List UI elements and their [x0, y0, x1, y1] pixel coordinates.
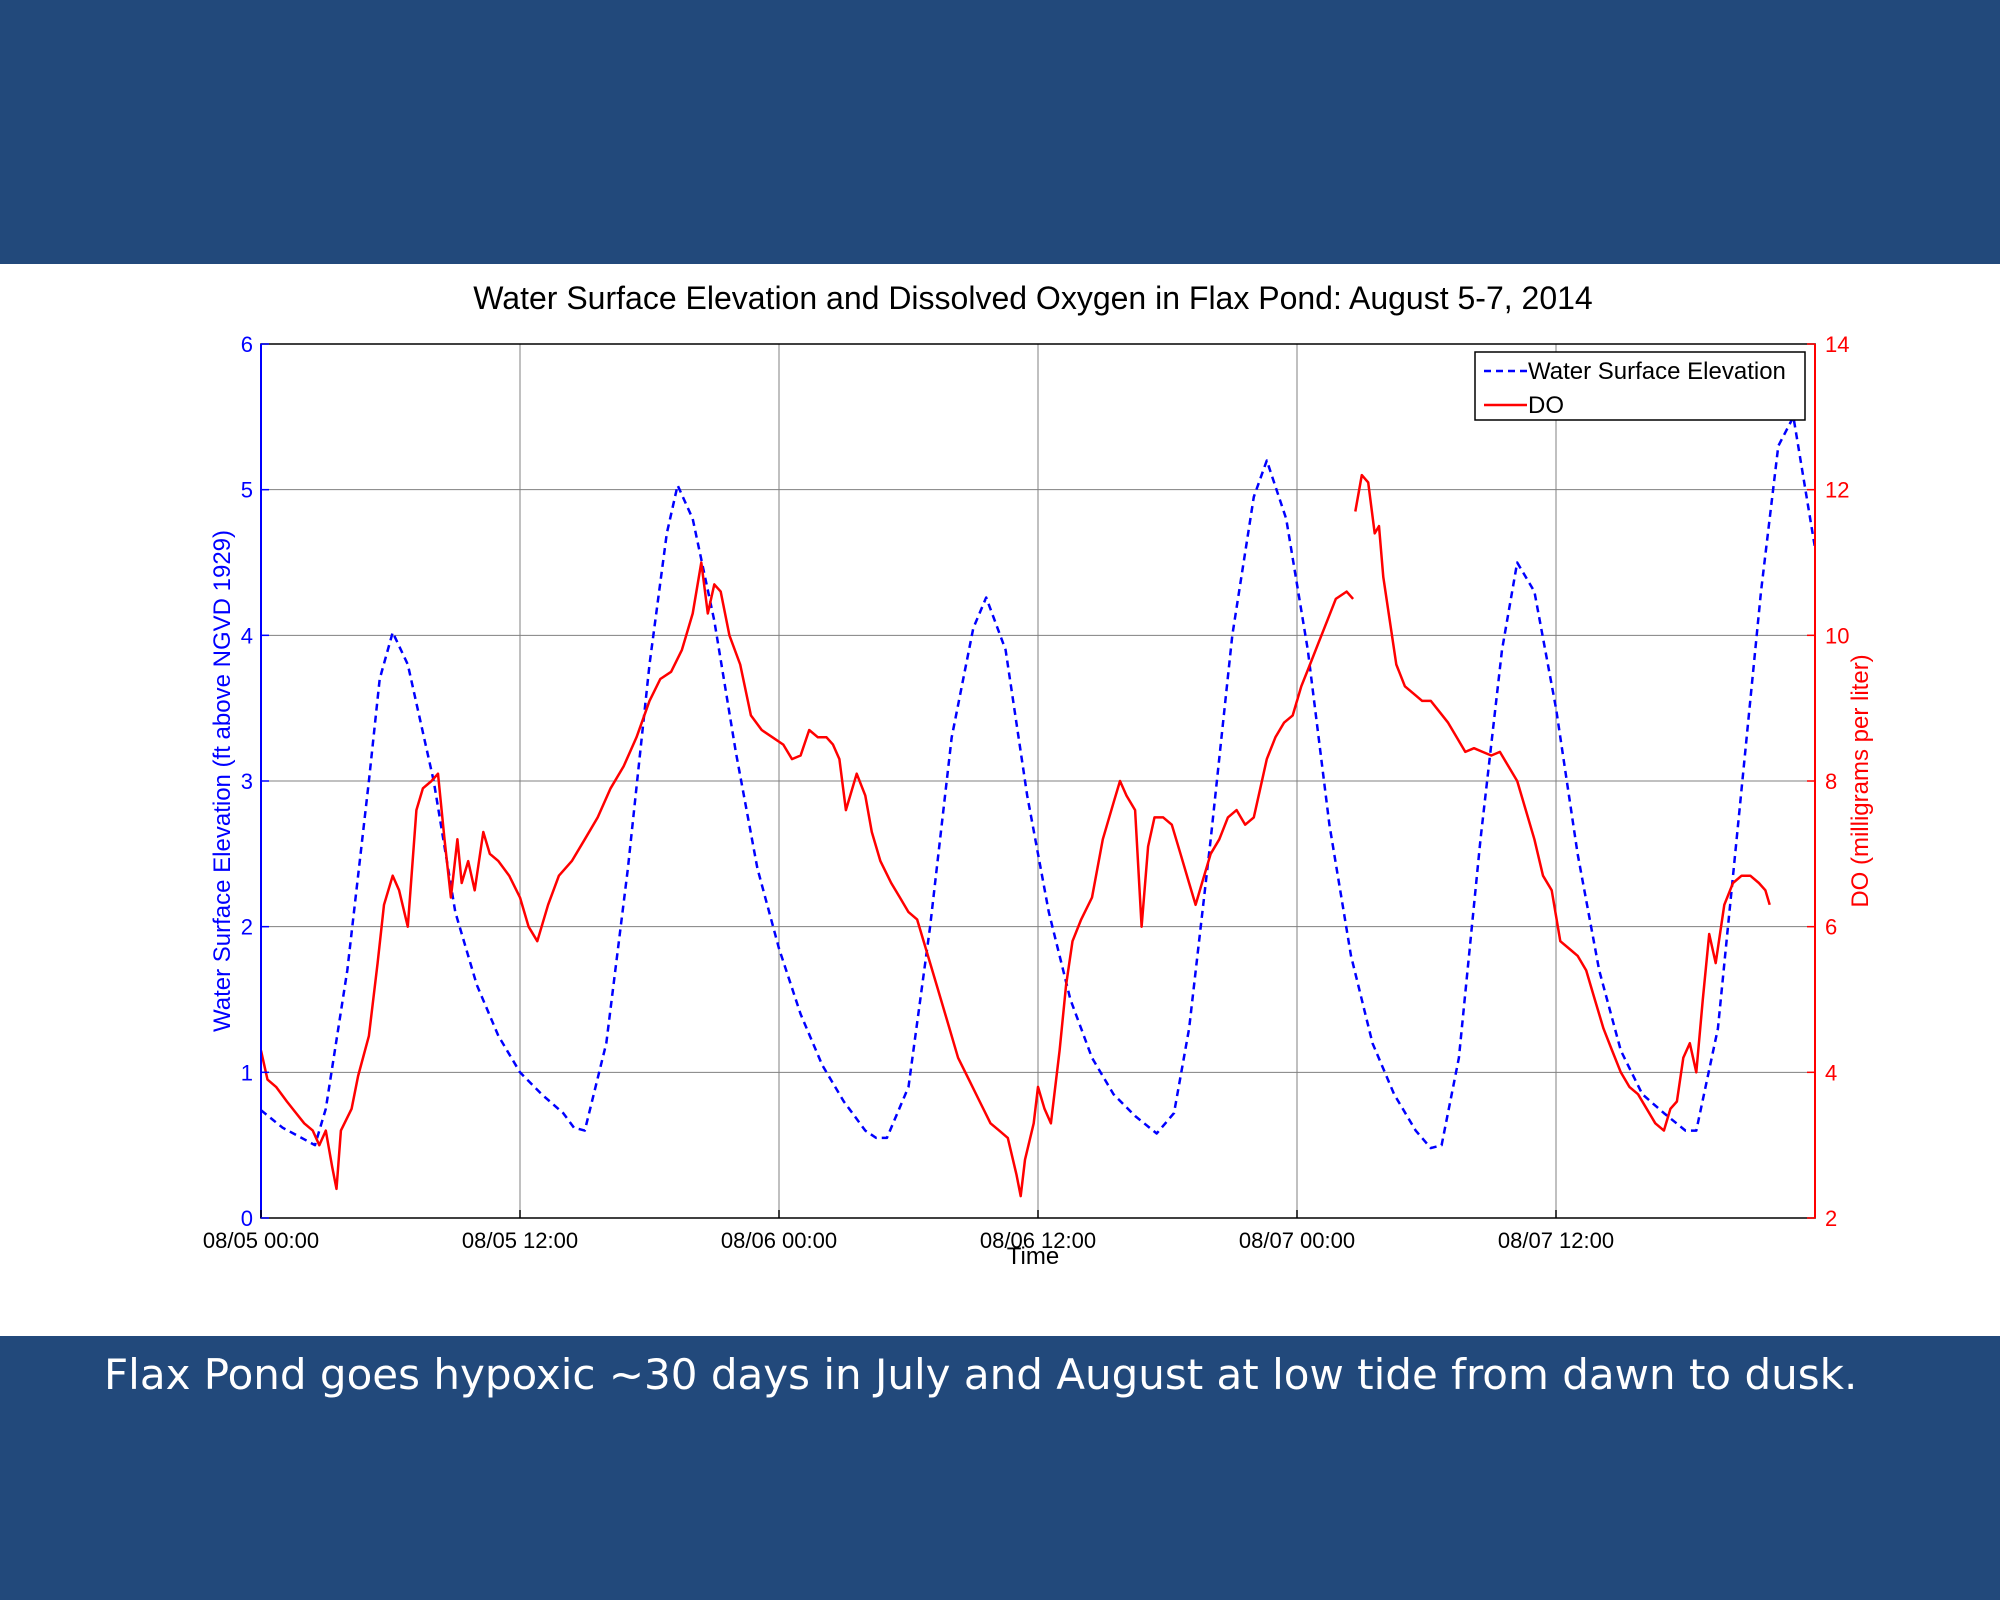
header-band: [0, 0, 2000, 264]
y-right-tick-label: 10: [1825, 623, 1849, 648]
slide-caption: Flax Pond goes hypoxic ~30 days in July …: [104, 1350, 1858, 1399]
x-tick-label: 08/06 12:00: [980, 1228, 1096, 1253]
x-axis-label: Time: [1007, 1243, 1059, 1270]
y-left-tick-label: 3: [241, 769, 253, 794]
legend-label-water-surface-elevation: Water Surface Elevation: [1528, 358, 1786, 385]
series-layer: [261, 415, 1815, 1198]
y-left-tick-label: 1: [241, 1060, 253, 1085]
legend-box: [1474, 351, 1806, 421]
series-line-water-surface-elevation: [261, 415, 1815, 1150]
x-tick-label: 08/05 12:00: [462, 1228, 578, 1253]
series-line-do: [1354, 473, 1771, 1132]
ticks: 08/05 00:00 08/05 12:00 08/06 00:00 08/06 1…: [203, 332, 1850, 1253]
y-axis-label-right: DO (milligrams per liter): [1847, 654, 1874, 907]
legend-label-do: DO: [1528, 392, 1564, 419]
y-right-tick-label: 8: [1825, 769, 1837, 794]
y-right-tick-label: 14: [1825, 332, 1849, 357]
chart-title: Water Surface Elevation and Dissolved Ox…: [473, 280, 1592, 316]
x-tick-label: 08/07 12:00: [1498, 1228, 1614, 1253]
y-left-tick-label: 2: [241, 915, 253, 940]
y-right-tick-label: 2: [1825, 1206, 1837, 1231]
chart: Water Surface Elevation and Dissolved Ox…: [203, 280, 1874, 1270]
y-right-tick-label: 4: [1825, 1060, 1837, 1085]
caption-band: [0, 1336, 2000, 1600]
y-right-tick-label: 12: [1825, 478, 1849, 503]
y-left-tick-label: 5: [241, 478, 253, 503]
x-tick-label: 08/06 00:00: [721, 1228, 837, 1253]
y-left-tick-label: 6: [241, 332, 253, 357]
y-axis-label-left: Water Surface Elevation (ft above NGVD 1…: [209, 530, 236, 1032]
y-right-tick-label: 6: [1825, 915, 1837, 940]
series-line-do: [261, 561, 1355, 1198]
x-tick-label: 08/07 00:00: [1239, 1228, 1355, 1253]
legend: Water Surface Elevation DO: [1474, 351, 1806, 421]
x-tick-label: 08/05 00:00: [203, 1228, 319, 1253]
y-left-tick-label: 4: [241, 623, 253, 648]
y-left-tick-label: 0: [241, 1206, 253, 1231]
